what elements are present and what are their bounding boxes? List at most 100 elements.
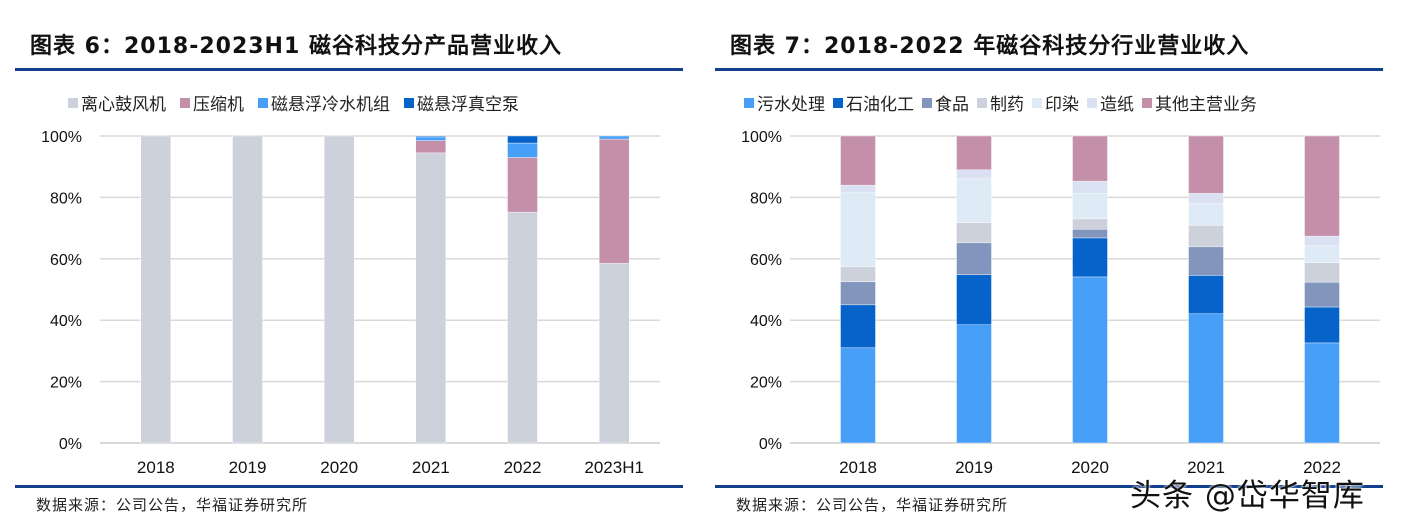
bar-segment	[956, 274, 992, 326]
legend-label: 离心鼓风机	[81, 95, 166, 115]
title-divider	[715, 68, 1383, 71]
x-tick-label: 2020	[1071, 458, 1109, 477]
legend-swatch	[258, 97, 268, 108]
y-tick-label: 100%	[741, 129, 782, 146]
y-tick-label: 80%	[750, 190, 782, 207]
legend-swatch	[744, 97, 754, 108]
y-tick-label: 0%	[759, 436, 782, 453]
bar-segment	[1072, 180, 1108, 194]
legend-swatch	[977, 97, 987, 108]
legend-label: 磁悬浮真空泵	[417, 95, 519, 115]
legend-item: 磁悬浮真空泵	[404, 90, 519, 115]
bar-segment	[1072, 218, 1108, 230]
legend-item: 压缩机	[180, 90, 244, 115]
bar-segment	[1188, 246, 1224, 276]
y-tick-label: 20%	[50, 375, 82, 392]
bar-segment	[507, 157, 538, 213]
bar-segment	[840, 347, 876, 444]
y-tick-label: 80%	[50, 190, 82, 207]
legend-item: 其他主营业务	[1142, 90, 1257, 115]
bar-segment	[840, 135, 876, 186]
legend-label: 食品	[935, 95, 969, 115]
x-tick-label: 2019	[955, 458, 993, 477]
source-divider	[715, 485, 1383, 488]
bar-segment	[1188, 203, 1224, 226]
x-tick-label: 2023H1	[584, 458, 644, 477]
x-tick-label: 2021	[412, 458, 450, 477]
bar-segment	[840, 304, 876, 349]
bar-segment	[1304, 342, 1340, 444]
legend-swatch	[833, 97, 843, 108]
legend-swatch	[1142, 97, 1152, 108]
stacked-bar-chart: 0% 20% 40% 60% 80% 100% 2018 2019 2020 2021 2022	[741, 129, 1380, 477]
watermark: 头条 @岱华智库	[1130, 478, 1365, 514]
legend-label: 污水处理	[757, 95, 825, 115]
bar-segment	[840, 266, 876, 283]
bar-segment	[598, 263, 630, 444]
x-tick-label: 2019	[229, 458, 267, 477]
bar-segment	[956, 135, 992, 170]
legend-item: 污水处理	[744, 90, 825, 115]
x-tick-label: 2022	[1303, 458, 1341, 477]
bar-segment	[1304, 245, 1340, 263]
data-source-note: 数据来源：公司公告，华福证券研究所	[36, 496, 309, 514]
y-tick-label: 0%	[59, 436, 82, 453]
bar-segment	[956, 222, 992, 244]
bar-segment	[140, 135, 172, 444]
chart-panel-product-revenue: 图表 6：2018-2023H1 磁谷科技分产品营业收入 离心鼓风机 压缩机 磁悬浮…	[0, 0, 700, 529]
bar-segment	[1188, 135, 1224, 194]
bar-segment	[323, 135, 355, 444]
bar-segment	[1304, 262, 1340, 283]
chart-legend: 污水处理 石油化工 食品 制药 印染 造纸 其他主营业务	[744, 90, 1257, 115]
bar-segment	[1072, 237, 1108, 278]
y-tick-label: 60%	[50, 252, 82, 269]
bar-segment	[1188, 225, 1224, 248]
bar-segment	[840, 192, 876, 267]
bar-segment	[1072, 192, 1108, 220]
bar-segment	[415, 152, 447, 444]
legend-swatch	[1032, 97, 1042, 108]
bar-segment	[1304, 306, 1340, 344]
legend-item: 食品	[922, 90, 969, 115]
legend-swatch	[180, 97, 190, 108]
legend-label: 磁悬浮冷水机组	[271, 95, 390, 115]
legend-swatch	[1087, 97, 1097, 108]
chart-title: 图表 7：2018-2022 年磁谷科技分行业营业收入	[730, 34, 1250, 59]
bar-segment	[1188, 193, 1224, 205]
chart-legend: 离心鼓风机 压缩机 磁悬浮冷水机组 磁悬浮真空泵	[68, 90, 519, 115]
bar-segment	[956, 324, 992, 444]
x-tick-label: 2022	[504, 458, 542, 477]
bar-segment	[1072, 135, 1108, 182]
bar-segment	[1304, 235, 1340, 247]
legend-label: 造纸	[1100, 95, 1134, 115]
bar-segment	[507, 142, 538, 158]
bar-segment	[956, 242, 992, 275]
bar-segment	[232, 135, 263, 444]
title-divider	[15, 68, 683, 71]
source-divider	[15, 485, 683, 488]
bar-segment	[507, 135, 538, 144]
stacked-bar-chart: 0% 20% 40% 60% 80% 100% 2018 2019 2020 2021 2022 20…	[41, 129, 660, 477]
bar-segment	[1072, 276, 1108, 444]
bar-segment	[415, 136, 447, 141]
bar-segment	[840, 281, 876, 306]
y-tick-label: 40%	[50, 313, 82, 330]
legend-item: 制药	[977, 90, 1024, 115]
bar-segment	[956, 169, 992, 179]
bar-segment	[598, 138, 630, 264]
legend-item: 磁悬浮冷水机组	[258, 90, 390, 115]
legend-label: 压缩机	[193, 95, 244, 115]
legend-label: 其他主营业务	[1155, 95, 1257, 115]
bar-segment	[598, 135, 630, 140]
bar-segment	[1304, 281, 1340, 308]
chart-title: 图表 6：2018-2023H1 磁谷科技分产品营业收入	[30, 34, 562, 59]
chart-panel-industry-revenue: 图表 7：2018-2022 年磁谷科技分行业营业收入 污水处理 石油化工 食品 制药…	[700, 0, 1411, 529]
legend-swatch	[404, 97, 414, 108]
data-source-note: 数据来源：公司公告，华福证券研究所	[736, 496, 1009, 514]
legend-item: 造纸	[1087, 90, 1134, 115]
y-tick-label: 20%	[750, 375, 782, 392]
bar-segment	[1188, 313, 1224, 444]
x-tick-label: 2018	[839, 458, 877, 477]
x-tick-label: 2021	[1187, 458, 1225, 477]
y-tick-label: 100%	[41, 129, 82, 146]
